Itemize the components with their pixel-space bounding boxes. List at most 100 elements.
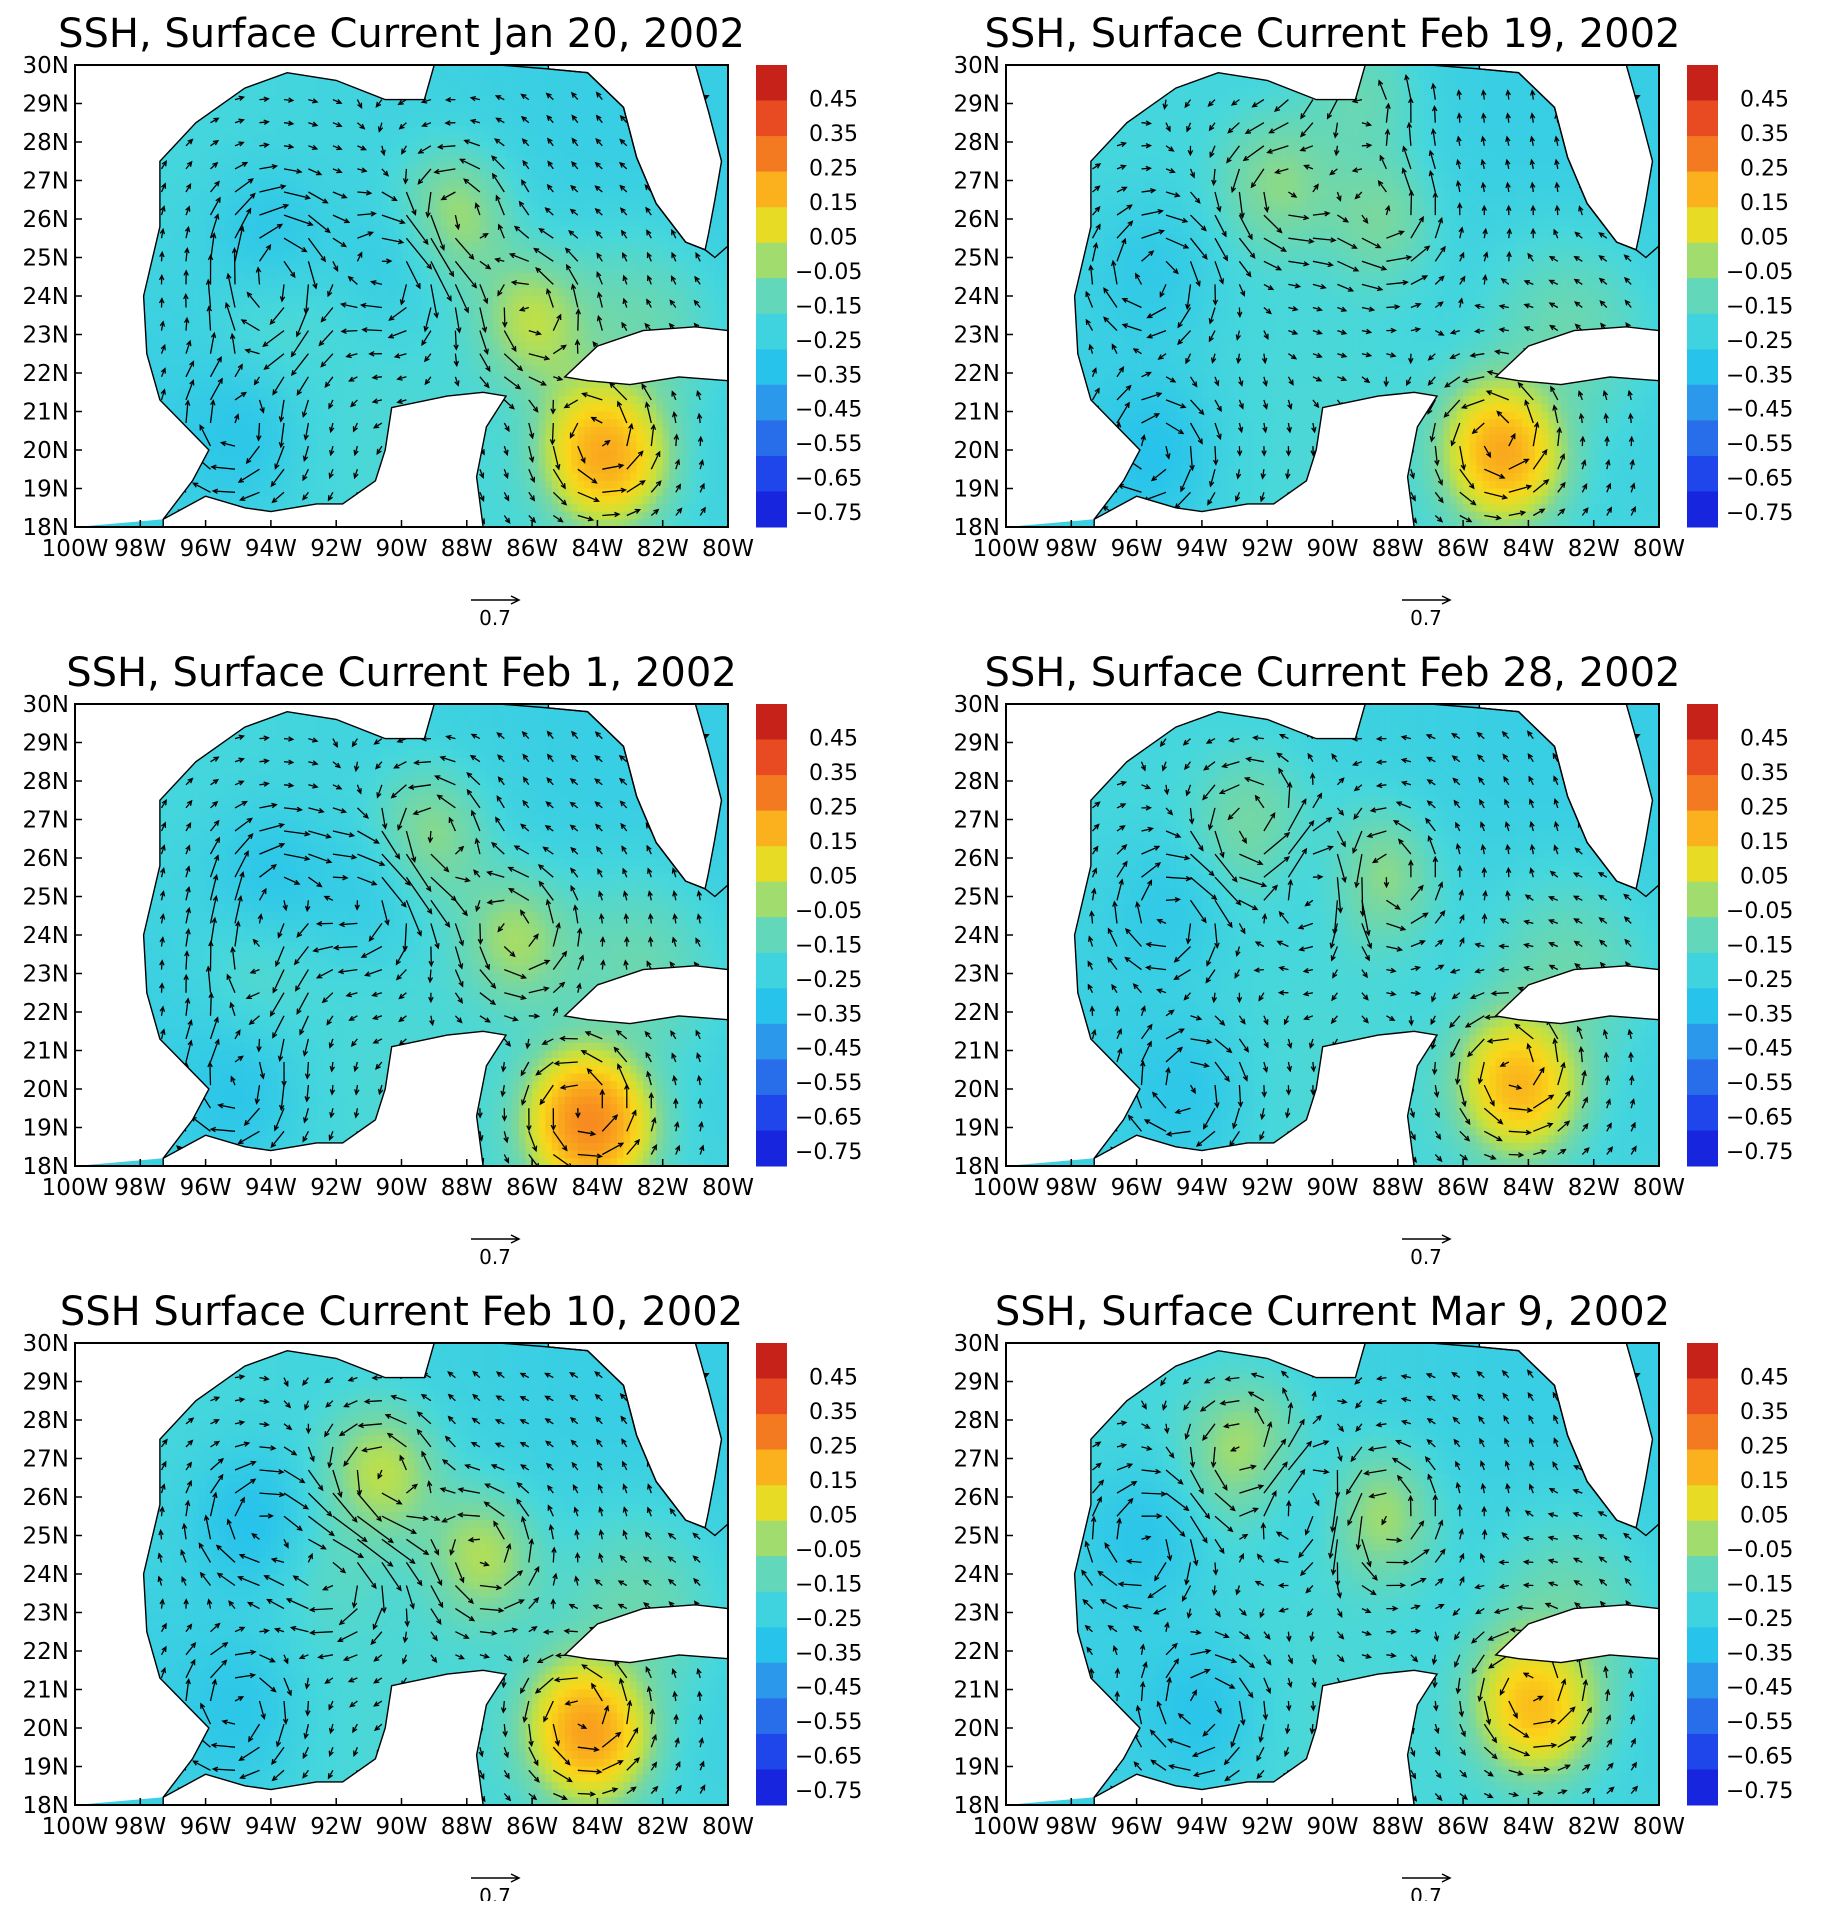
ssh-cell bbox=[688, 272, 696, 282]
ssh-cell bbox=[571, 434, 579, 443]
ssh-cell bbox=[610, 126, 618, 135]
ssh-cell bbox=[199, 172, 207, 182]
ssh-cell bbox=[473, 288, 481, 297]
ssh-cell bbox=[453, 373, 461, 382]
ssh-cell bbox=[212, 411, 220, 420]
ssh-cell bbox=[284, 249, 292, 259]
ssh-cell bbox=[499, 411, 507, 420]
ssh-cell bbox=[675, 303, 683, 312]
ssh-cell bbox=[447, 195, 455, 205]
ssh-cell bbox=[231, 311, 239, 320]
ssh-cell bbox=[310, 157, 318, 166]
ssh-cell bbox=[290, 134, 298, 143]
ssh-cell bbox=[277, 80, 285, 89]
ssh-cell bbox=[336, 126, 344, 135]
ssh-cell bbox=[492, 326, 501, 336]
ssh-cell bbox=[584, 111, 592, 120]
ssh-cell bbox=[721, 426, 728, 436]
ssh-cell bbox=[564, 349, 572, 359]
ssh-cell bbox=[375, 103, 383, 112]
ssh-cell bbox=[421, 134, 429, 143]
ssh-cell bbox=[590, 311, 599, 320]
ssh-cell bbox=[251, 303, 259, 312]
ssh-cell bbox=[395, 149, 403, 158]
ssh-cell bbox=[297, 257, 305, 266]
ssh-cell bbox=[408, 349, 416, 359]
ssh-cell bbox=[453, 272, 461, 282]
ssh-cell bbox=[173, 195, 181, 205]
ssh-cell bbox=[714, 396, 723, 405]
ssh-cell bbox=[571, 118, 579, 128]
ssh-cell bbox=[270, 373, 279, 382]
ssh-cell bbox=[303, 311, 311, 320]
ssh-cell bbox=[649, 219, 657, 228]
ssh-cell bbox=[466, 188, 474, 197]
ssh-cell bbox=[199, 296, 207, 305]
ssh-cell bbox=[519, 242, 527, 251]
ssh-cell bbox=[225, 242, 233, 251]
ssh-cell bbox=[355, 118, 363, 128]
ssh-cell bbox=[212, 396, 220, 405]
ssh-cell bbox=[545, 103, 553, 112]
ssh-cell bbox=[375, 149, 383, 158]
ssh-cell bbox=[355, 349, 363, 359]
ssh-cell bbox=[571, 149, 579, 158]
ssh-cell bbox=[695, 380, 703, 389]
ssh-cell bbox=[688, 242, 696, 251]
ssh-cell bbox=[636, 180, 644, 189]
ssh-cell bbox=[682, 280, 690, 289]
ssh-cell bbox=[264, 134, 272, 143]
ssh-cell bbox=[342, 434, 350, 443]
ssh-cell bbox=[486, 319, 494, 328]
ssh-cell bbox=[525, 172, 533, 182]
ssh-cell bbox=[506, 195, 514, 205]
ssh-cell bbox=[519, 249, 527, 259]
ssh-cell bbox=[656, 280, 664, 289]
ssh-cell bbox=[297, 234, 305, 243]
ssh-cell bbox=[564, 434, 572, 443]
ssh-cell bbox=[421, 342, 429, 351]
ssh-cell bbox=[571, 296, 579, 305]
ssh-cell bbox=[656, 303, 664, 312]
ssh-cell bbox=[538, 118, 546, 128]
ssh-cell bbox=[173, 265, 181, 274]
ssh-cell bbox=[192, 296, 200, 305]
ssh-cell bbox=[688, 419, 696, 428]
ssh-cell bbox=[297, 396, 305, 405]
ssh-cell bbox=[166, 195, 174, 205]
ssh-cell bbox=[146, 326, 154, 336]
ssh-cell bbox=[192, 257, 200, 266]
ssh-cell bbox=[447, 365, 455, 374]
ssh-cell bbox=[205, 118, 213, 128]
ssh-cell bbox=[506, 349, 514, 359]
ssh-cell bbox=[166, 226, 174, 235]
ssh-cell bbox=[460, 203, 468, 212]
ssh-cell bbox=[499, 149, 507, 158]
ssh-cell bbox=[159, 357, 168, 366]
ssh-cell bbox=[349, 426, 357, 436]
ssh-cell bbox=[603, 142, 612, 151]
ssh-cell bbox=[264, 149, 272, 158]
ssh-cell bbox=[506, 257, 514, 266]
ssh-cell bbox=[290, 365, 298, 374]
ssh-cell bbox=[270, 365, 279, 374]
ssh-cell bbox=[603, 411, 612, 420]
ssh-cell bbox=[251, 126, 259, 135]
ssh-cell bbox=[590, 442, 599, 451]
ssh-cell bbox=[257, 365, 265, 374]
ssh-cell bbox=[538, 272, 546, 282]
ssh-cell bbox=[303, 388, 311, 397]
ssh-cell bbox=[447, 211, 455, 220]
ssh-cell bbox=[225, 103, 233, 112]
ssh-cell bbox=[362, 242, 370, 251]
ssh-cell bbox=[551, 165, 559, 174]
ssh-cell bbox=[323, 357, 331, 366]
ssh-cell bbox=[623, 211, 631, 220]
ssh-cell bbox=[590, 88, 599, 97]
ssh-cell bbox=[225, 265, 233, 274]
ssh-cell bbox=[277, 157, 285, 166]
ssh-cell bbox=[538, 396, 546, 405]
ssh-cell bbox=[225, 357, 233, 366]
ssh-cell bbox=[199, 342, 207, 351]
ssh-cell bbox=[297, 426, 305, 436]
